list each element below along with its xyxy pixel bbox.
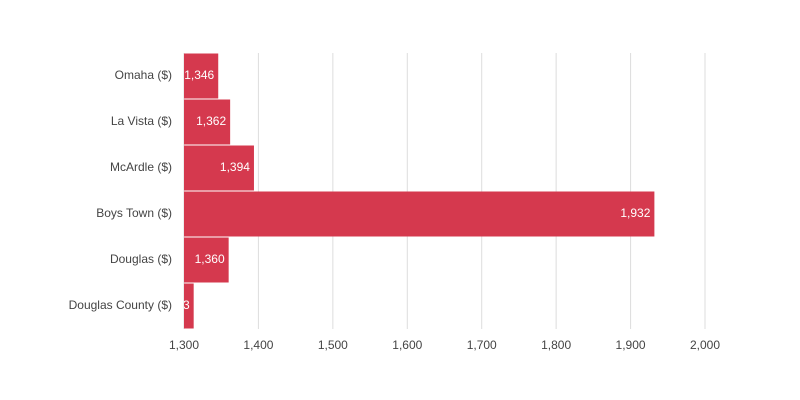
value-label: 1,313 [160,298,190,312]
x-tick-label: 1,700 [467,338,497,352]
y-tick-label: McArdle ($) [110,160,172,174]
bar [184,145,254,191]
y-tick-label: Omaha ($) [115,68,172,82]
bar [184,53,219,99]
y-tick-label: Douglas ($) [110,252,172,266]
value-label: 1,360 [195,252,225,266]
bar [184,99,231,145]
bar [184,191,655,237]
x-tick-label: 2,000 [690,338,720,352]
y-tick-label: La Vista ($) [111,114,172,128]
value-label: 1,932 [620,206,650,220]
x-tick-label: 1,400 [243,338,273,352]
x-tick-label: 1,600 [392,338,422,352]
x-tick-label: 1,800 [541,338,571,352]
value-label: 1,362 [196,114,226,128]
y-tick-label: Boys Town ($) [96,206,172,220]
x-tick-label: 1,900 [616,338,646,352]
bar [184,237,229,283]
value-label: 1,394 [220,160,250,174]
bar [184,283,194,329]
y-tick-label: Douglas County ($) [69,298,172,312]
x-tick-label: 1,300 [169,338,199,352]
x-tick-label: 1,500 [318,338,348,352]
value-label: 1,346 [184,68,214,82]
